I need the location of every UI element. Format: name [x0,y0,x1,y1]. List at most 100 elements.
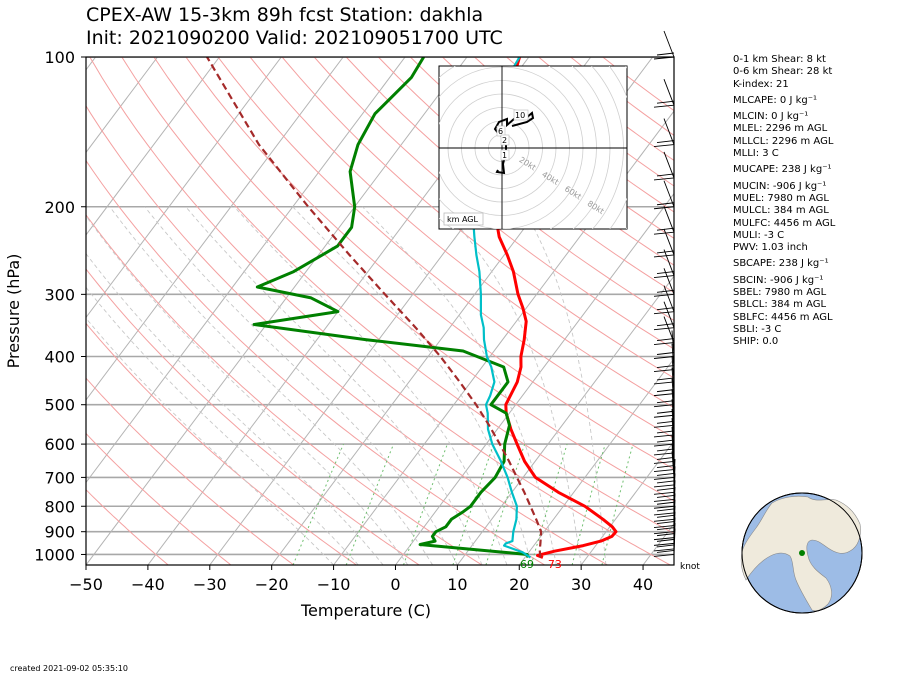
wind-barb [653,301,675,331]
wind-barb-flag [653,452,675,456]
hodograph-trace [493,111,535,175]
wind-barb [653,285,675,315]
wind-barb-flag [656,521,675,525]
hodograph-height-label: 1 [502,151,507,160]
dry-adiabat-line [217,57,674,439]
index-line: MLLI: 3 C [733,148,779,160]
mixing-ratio-line [601,443,634,565]
wind-barb [653,343,675,373]
y-tick-label: 900 [44,523,75,542]
y-tick-label: 1000 [34,545,75,564]
y-tick-label: 200 [44,198,75,217]
wind-barb-flag [653,469,675,472]
wind-barb-flag [653,537,675,541]
mixing-ratio-line [345,443,395,565]
wind-barb-staff [663,79,675,106]
hodograph-height-box [513,109,529,121]
wind-barb-flag [653,518,675,522]
wind-barb-staff [663,249,675,276]
wind-barb-flag [656,352,675,355]
index-line: 0-6 km Shear: 28 kt [733,66,833,78]
index-line: SBCAPE: 238 J kg⁻¹ [733,258,829,270]
x-tick-label: −50 [69,575,103,594]
wind-barb-flag [653,144,675,148]
wind-barb [653,151,675,181]
wind-barb-staff [663,118,675,145]
wind-barb [653,206,675,235]
moist-adiabat-line [109,206,433,565]
dry-adiabat-line [86,268,420,565]
index-line: MULFC: 4456 m AGL [733,217,836,229]
wind-barb [653,399,675,428]
x-tick-label: −30 [193,575,227,594]
mixing-ratio-line [292,443,344,565]
wind-barb-flag [653,498,675,502]
wind-barb-flag [656,480,675,484]
moist-adiabat-line [86,286,359,565]
wind-barb-flag [656,456,675,460]
hodograph-height-box [500,134,510,146]
wind-barb-flag [653,554,675,557]
wind-unit-label: knot [680,562,700,572]
mixing-ratio-line [530,443,568,565]
wind-barb-flag [653,254,675,258]
moist-adiabat-line [362,206,557,565]
wind-barb-flag [656,307,675,311]
wind-barb-flag [656,377,675,381]
wind-barb-flag [653,476,675,480]
hodograph-height-label: 10 [515,111,525,120]
surface-dewpoint-label: 69 [520,558,534,571]
wind-barb-flag [656,52,675,56]
mixing-ratio-line [571,443,606,565]
index-line: MULI: -3 C [733,229,785,241]
wind-barb-flag [656,514,675,518]
chart-title: CPEX-AW 15-3km 89h fcst Station: dakhla [86,4,484,26]
moist-adiabat-line [144,206,458,565]
index-line: MULCL: 384 m AGL [733,205,829,217]
wind-barb-flag [656,430,675,434]
x-tick-label: −40 [131,575,165,594]
y-axis-label: Pressure (hPa) [4,254,23,369]
wind-barb-staff [663,206,675,233]
station-marker [799,550,805,556]
index-line: MUCIN: -906 J kg⁻¹ [733,180,827,192]
wind-barb-flag [653,293,675,297]
wind-barb-flag [653,548,675,552]
moist-adiabat-line [185,206,483,565]
wind-barb-flag [656,439,675,443]
wind-barb-staff [663,180,675,207]
index-line: MLEL: 2296 m AGL [733,123,828,135]
wind-barb-flag [653,342,675,346]
wind-barb-flag [656,508,675,512]
wind-barb-flag [656,550,675,553]
isotherm-line [86,57,220,236]
hodograph-legend-box [443,212,484,226]
index-line: SBLFC: 4456 m AGL [733,311,833,323]
y-tick-label: 100 [44,48,75,67]
wind-barb-flag [656,494,675,498]
x-tick-label: 0 [390,575,400,594]
wind-barb-staff [663,301,675,328]
index-line: SBLCL: 384 m AGL [733,299,827,311]
wind-barb-flag [656,538,675,542]
moist-adiabat-line [86,317,334,565]
wind-barb-staff [663,268,675,295]
moist-adiabat-line [441,206,582,565]
dry-adiabat-line [86,489,169,565]
wind-barb [653,451,675,480]
isotherm-line [580,440,674,565]
wind-barb-flag [653,369,675,373]
index-line: SHIP: 0.0 [733,336,779,348]
dewpoint-trace [252,57,530,558]
wind-barb-flag [656,173,675,177]
wind-barbs: knot [653,30,700,572]
wind-barb [653,389,675,418]
index-line: K-index: 21 [733,78,789,90]
x-axis-label: Temperature (C) [300,601,431,620]
dry-adiabat-line [86,104,608,565]
wind-barb-flag [653,231,675,235]
wind-barb-flag [653,327,675,331]
wind-barb [653,79,675,108]
moist-adiabat-line [86,215,409,565]
